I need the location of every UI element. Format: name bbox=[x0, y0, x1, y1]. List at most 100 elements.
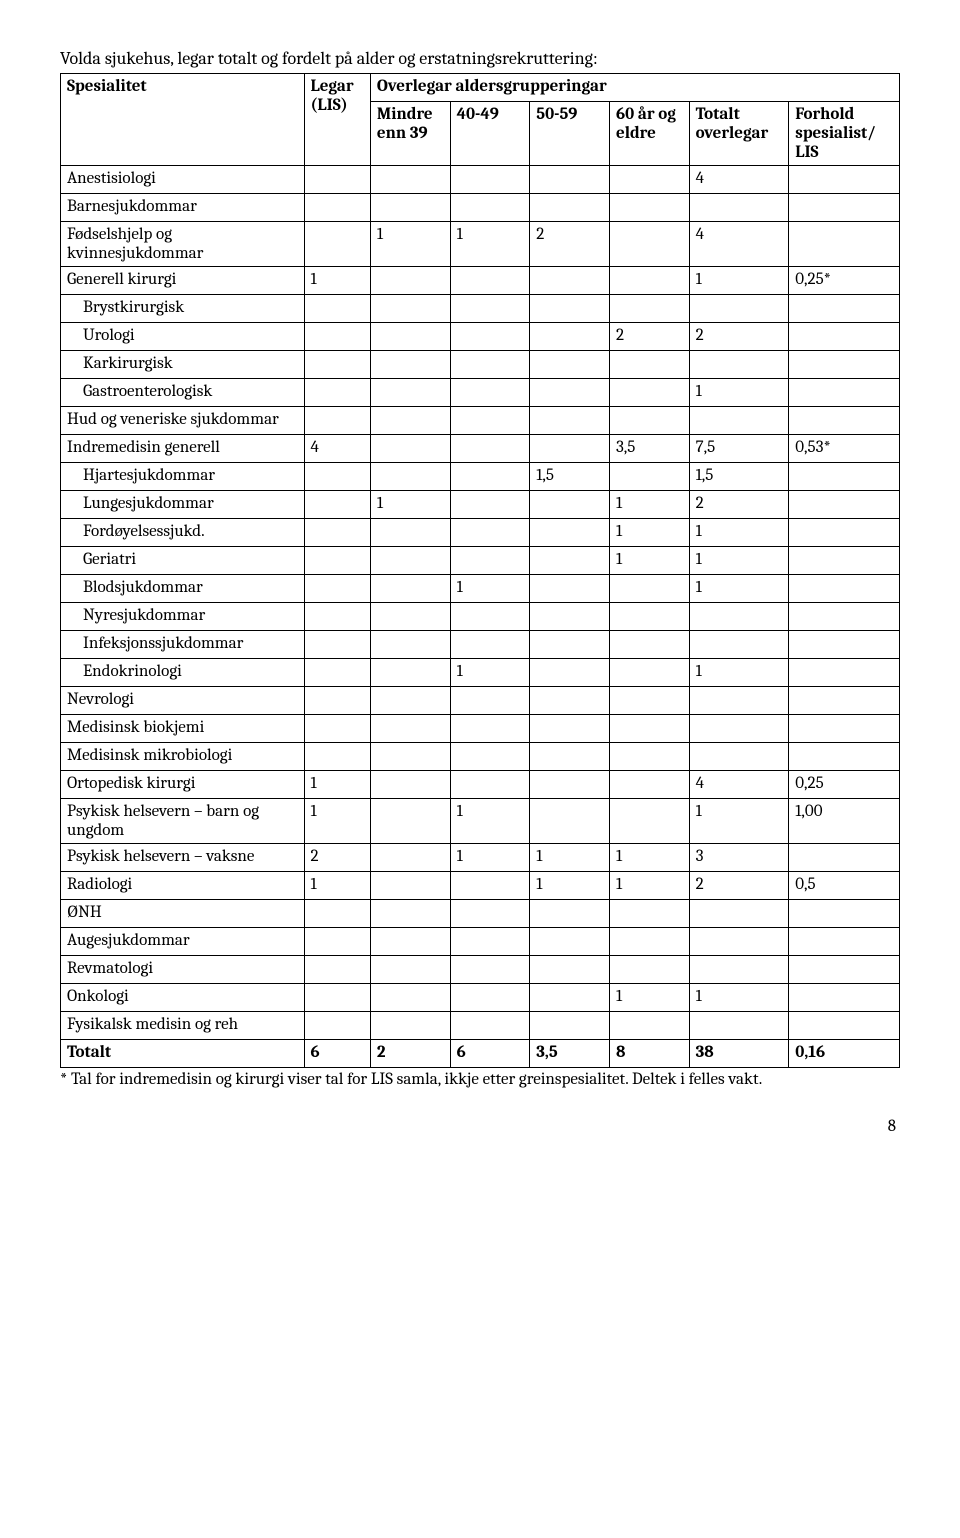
cell-a50 bbox=[530, 267, 610, 295]
total-row: Totalt6263,58380,16 bbox=[61, 1040, 900, 1068]
cell-ratio: 0,25 bbox=[789, 771, 900, 799]
cell-a40 bbox=[450, 491, 530, 519]
cell-label: Anestisiologi bbox=[61, 166, 305, 194]
cell-label: Barnesjukdommar bbox=[61, 194, 305, 222]
total-cell-a50: 3,5 bbox=[530, 1040, 610, 1068]
cell-tot: 1 bbox=[689, 267, 789, 295]
cell-a50 bbox=[530, 166, 610, 194]
cell-lis bbox=[304, 603, 370, 631]
cell-a40 bbox=[450, 435, 530, 463]
cell-a40 bbox=[450, 407, 530, 435]
cell-tot bbox=[689, 194, 789, 222]
cell-a40 bbox=[450, 323, 530, 351]
cell-a40 bbox=[450, 547, 530, 575]
cell-a40: 1 bbox=[450, 222, 530, 267]
cell-a50 bbox=[530, 984, 610, 1012]
cell-a50 bbox=[530, 799, 610, 844]
table-row: Anestisiologi4 bbox=[61, 166, 900, 194]
cell-ratio bbox=[789, 1012, 900, 1040]
cell-label: Fødselshjelp og kvinnesjukdommar bbox=[61, 222, 305, 267]
cell-m bbox=[370, 631, 450, 659]
table-row: Psykisk helsevern – barn og ungdom1111,0… bbox=[61, 799, 900, 844]
cell-lis bbox=[304, 1012, 370, 1040]
cell-label: Blodsjukdommar bbox=[61, 575, 305, 603]
table-row: Blodsjukdommar11 bbox=[61, 575, 900, 603]
table-row: Hud og veneriske sjukdommar bbox=[61, 407, 900, 435]
header-50-59: 50-59 bbox=[530, 102, 610, 166]
cell-label: Revmatologi bbox=[61, 956, 305, 984]
total-cell-lis: 6 bbox=[304, 1040, 370, 1068]
cell-lis bbox=[304, 379, 370, 407]
table-row: Endokrinologi11 bbox=[61, 659, 900, 687]
header-legar-lis: Legar (LIS) bbox=[304, 74, 370, 166]
cell-a40 bbox=[450, 715, 530, 743]
header-totalt: Totalt overlegar bbox=[689, 102, 789, 166]
cell-a60 bbox=[609, 631, 689, 659]
cell-ratio: 0,25* bbox=[789, 267, 900, 295]
cell-label: Endokrinologi bbox=[61, 659, 305, 687]
table-row: Augesjukdommar bbox=[61, 928, 900, 956]
cell-label: Geriatri bbox=[61, 547, 305, 575]
cell-m bbox=[370, 603, 450, 631]
cell-lis bbox=[304, 351, 370, 379]
cell-tot bbox=[689, 1012, 789, 1040]
cell-m bbox=[370, 463, 450, 491]
cell-a60 bbox=[609, 956, 689, 984]
table-row: Indremedisin generell43,57,50,53* bbox=[61, 435, 900, 463]
cell-lis bbox=[304, 166, 370, 194]
cell-label: Fysikalsk medisin og reh bbox=[61, 1012, 305, 1040]
cell-tot: 2 bbox=[689, 491, 789, 519]
cell-label: Nyresjukdommar bbox=[61, 603, 305, 631]
cell-m bbox=[370, 194, 450, 222]
header-forhold: Forhold spesialist/ LIS bbox=[789, 102, 900, 166]
cell-m bbox=[370, 984, 450, 1012]
cell-a50 bbox=[530, 715, 610, 743]
cell-ratio bbox=[789, 166, 900, 194]
cell-lis bbox=[304, 463, 370, 491]
table-row: Infeksjonssjukdommar bbox=[61, 631, 900, 659]
table-row: Urologi22 bbox=[61, 323, 900, 351]
table-row: Barnesjukdommar bbox=[61, 194, 900, 222]
total-cell-tot: 38 bbox=[689, 1040, 789, 1068]
cell-a40 bbox=[450, 166, 530, 194]
cell-tot: 1 bbox=[689, 575, 789, 603]
total-cell-label: Totalt bbox=[61, 1040, 305, 1068]
cell-m bbox=[370, 575, 450, 603]
cell-ratio bbox=[789, 463, 900, 491]
cell-a40 bbox=[450, 743, 530, 771]
cell-m bbox=[370, 323, 450, 351]
cell-ratio bbox=[789, 575, 900, 603]
table-row: Radiologi11120,5 bbox=[61, 872, 900, 900]
cell-lis: 1 bbox=[304, 267, 370, 295]
cell-a50 bbox=[530, 435, 610, 463]
cell-a60 bbox=[609, 267, 689, 295]
cell-a60 bbox=[609, 715, 689, 743]
cell-a40 bbox=[450, 463, 530, 491]
table-row: Fødselshjelp og kvinnesjukdommar1124 bbox=[61, 222, 900, 267]
cell-a60 bbox=[609, 771, 689, 799]
cell-ratio bbox=[789, 715, 900, 743]
cell-label: Brystkirurgisk bbox=[61, 295, 305, 323]
cell-tot bbox=[689, 928, 789, 956]
cell-ratio bbox=[789, 844, 900, 872]
cell-ratio bbox=[789, 379, 900, 407]
cell-tot bbox=[689, 407, 789, 435]
cell-m bbox=[370, 900, 450, 928]
cell-a40 bbox=[450, 771, 530, 799]
cell-lis bbox=[304, 575, 370, 603]
cell-a50 bbox=[530, 603, 610, 631]
cell-lis bbox=[304, 928, 370, 956]
cell-tot: 1 bbox=[689, 799, 789, 844]
cell-m bbox=[370, 743, 450, 771]
cell-a60: 3,5 bbox=[609, 435, 689, 463]
cell-a60 bbox=[609, 351, 689, 379]
cell-label: Hud og veneriske sjukdommar bbox=[61, 407, 305, 435]
cell-ratio bbox=[789, 519, 900, 547]
cell-lis: 1 bbox=[304, 771, 370, 799]
cell-a40 bbox=[450, 295, 530, 323]
table-row: Fysikalsk medisin og reh bbox=[61, 1012, 900, 1040]
cell-a50 bbox=[530, 547, 610, 575]
cell-a50 bbox=[530, 407, 610, 435]
cell-a50 bbox=[530, 928, 610, 956]
cell-ratio bbox=[789, 900, 900, 928]
